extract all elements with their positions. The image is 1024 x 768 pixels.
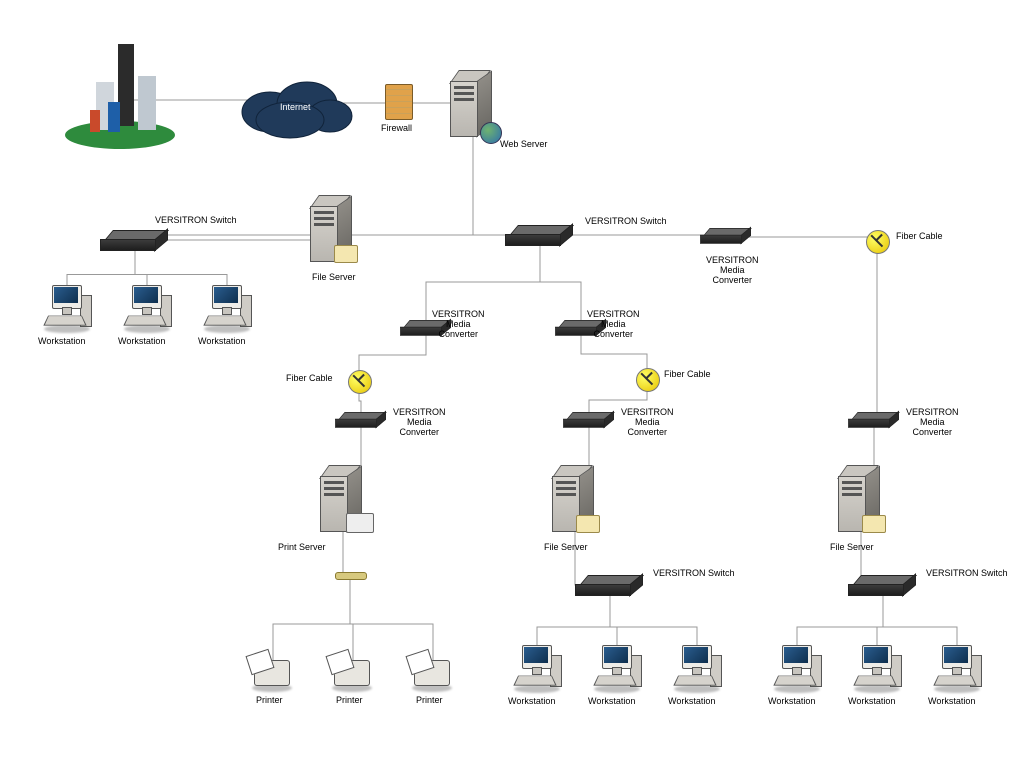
- label-websrv: Web Server: [500, 140, 547, 150]
- label-filesrv3: File Server: [830, 543, 874, 553]
- label-mc_a1: VERSITRON Media Converter: [432, 310, 485, 340]
- edge: [874, 241, 877, 421]
- ws-ws3: [200, 285, 254, 333]
- edge: [540, 235, 581, 329]
- switch-sw3: [575, 575, 645, 599]
- label-filesrv1: File Server: [312, 273, 356, 283]
- ws-ws1: [40, 285, 94, 333]
- label-filesrv2: File Server: [544, 543, 588, 553]
- label-mc_a2: VERSITRON Media Converter: [587, 310, 640, 340]
- printer-pr2: [330, 650, 376, 692]
- server-printsrv: [320, 465, 366, 535]
- server-filesrv2: [552, 465, 598, 535]
- label-mc_b1: VERSITRON Media Converter: [393, 408, 446, 438]
- label-firewall: Firewall: [381, 124, 412, 134]
- label-mc_top: VERSITRON Media Converter: [706, 256, 759, 286]
- label-sw4: VERSITRON Switch: [926, 569, 1008, 579]
- label-printsrv: Print Server: [278, 543, 326, 553]
- label-wsA2: Workstation: [588, 697, 635, 707]
- label-wsB1: Workstation: [768, 697, 815, 707]
- label-fiber_top: Fiber Cable: [896, 232, 943, 242]
- fiber-fiber_b: [636, 368, 660, 392]
- label-wsA1: Workstation: [508, 697, 555, 707]
- switch-sw1: [100, 230, 170, 254]
- label-pr3: Printer: [416, 696, 443, 706]
- ws-wsA2: [590, 645, 644, 693]
- ws-ws2: [120, 285, 174, 333]
- label-sw1: VERSITRON Switch: [155, 216, 237, 226]
- ws-wsA3: [670, 645, 724, 693]
- hub-hub: [335, 572, 367, 580]
- label-fiber_b: Fiber Cable: [664, 370, 711, 380]
- city-city: [60, 40, 180, 155]
- ws-wsB3: [930, 645, 984, 693]
- label-fiber_a: Fiber Cable: [286, 374, 333, 384]
- printer-pr3: [410, 650, 456, 692]
- label-ws1: Workstation: [38, 337, 85, 347]
- label-wsA3: Workstation: [668, 697, 715, 707]
- label-wsB3: Workstation: [928, 697, 975, 707]
- server-websrv: [450, 70, 496, 140]
- label-ws3: Workstation: [198, 337, 245, 347]
- switch-sw2: [505, 225, 575, 249]
- fiber-fiber_top: [866, 230, 890, 254]
- label-wsB2: Workstation: [848, 697, 895, 707]
- label-cloud: Internet: [280, 103, 311, 113]
- label-mc_b3: VERSITRON Media Converter: [906, 408, 959, 438]
- server-filesrv1: [310, 195, 356, 265]
- label-mc_b2: VERSITRON Media Converter: [621, 408, 674, 438]
- label-sw3: VERSITRON Switch: [653, 569, 735, 579]
- ws-wsA1: [510, 645, 564, 693]
- label-ws2: Workstation: [118, 337, 165, 347]
- firewall-firewall: [385, 84, 413, 120]
- printer-pr1: [250, 650, 296, 692]
- fiber-fiber_a: [348, 370, 372, 394]
- label-pr2: Printer: [336, 696, 363, 706]
- ws-wsB1: [770, 645, 824, 693]
- label-sw2: VERSITRON Switch: [585, 217, 667, 227]
- mc-mc_top: [700, 228, 770, 252]
- server-filesrv3: [838, 465, 884, 535]
- switch-sw4: [848, 575, 918, 599]
- ws-wsB2: [850, 645, 904, 693]
- label-pr1: Printer: [256, 696, 283, 706]
